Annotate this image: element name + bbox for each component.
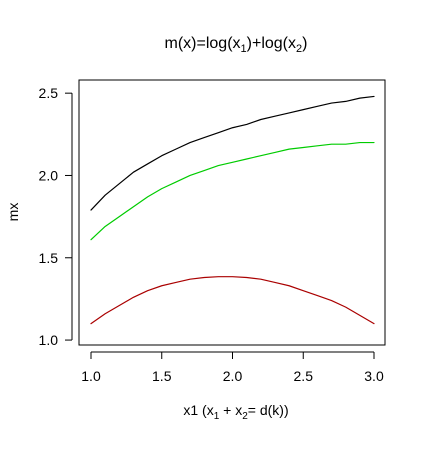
y-axis: 1.0 1.5 2.0 2.5	[39, 85, 73, 348]
x-axis-label-part: = d(k))	[248, 402, 289, 418]
x-axis: 1.0 1.5 2.0 2.5 3.0	[81, 351, 384, 384]
chart-title-part: )+log(x	[247, 35, 296, 52]
x-axis-label-subscript: 2	[242, 411, 248, 422]
y-tick-label: 2.5	[39, 85, 59, 101]
series-layer	[90, 95, 375, 325]
series-line-3	[90, 276, 375, 325]
chart-title-part: m(x)=log(x	[165, 35, 241, 52]
x-axis-label-part: + x	[219, 402, 242, 418]
series-line-2	[90, 141, 375, 241]
x-axis-label-subscript: 1	[214, 411, 220, 422]
x-axis-label: x1 (x1 + x2= d(k))	[183, 402, 288, 422]
y-tick-label: 2.0	[39, 167, 59, 183]
chart-title: m(x)=log(x1)+log(x2)	[165, 35, 308, 55]
y-tick-label: 1.0	[39, 332, 59, 348]
x-tick-label: 1.5	[152, 368, 172, 384]
y-tick-label: 1.5	[39, 250, 59, 266]
chart-title-subscript: 2	[296, 43, 302, 55]
chart-title-part: )	[302, 35, 307, 52]
plot-frame	[78, 79, 386, 346]
y-axis-label: mx	[5, 203, 21, 222]
x-tick-label: 3.0	[364, 368, 384, 384]
x-axis-label-part: x1 (x	[183, 402, 213, 418]
x-tick-label: 2.5	[294, 368, 314, 384]
chart-title-subscript: 1	[241, 43, 247, 55]
x-tick-label: 2.0	[223, 368, 243, 384]
series-line-1	[90, 95, 375, 211]
x-tick-label: 1.0	[81, 368, 101, 384]
